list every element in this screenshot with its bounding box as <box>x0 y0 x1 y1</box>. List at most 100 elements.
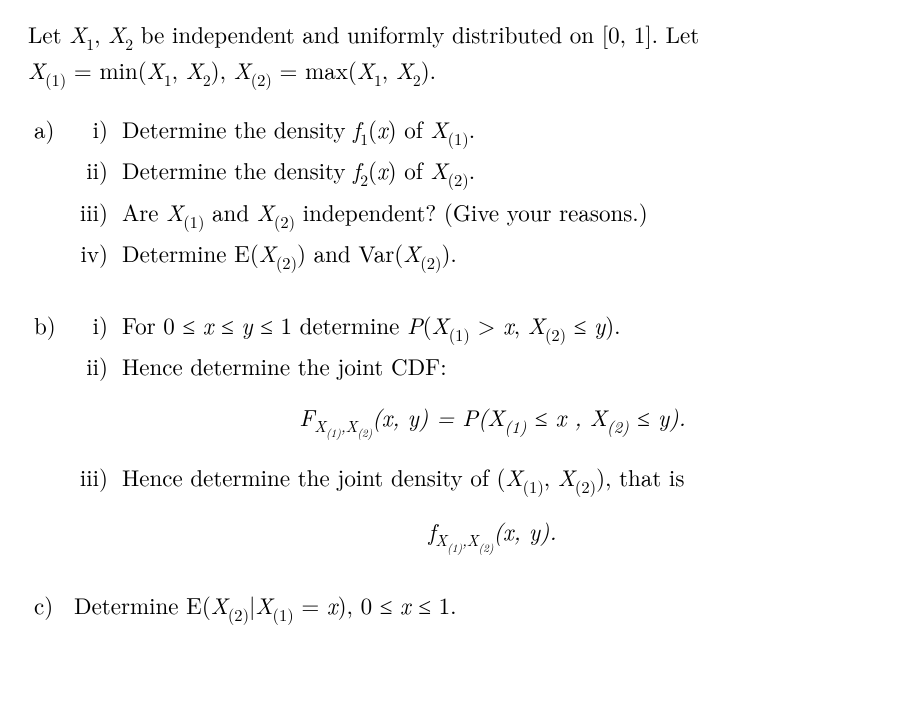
part-a: a) i) Determine the density f1(x) of X(1… <box>28 112 887 274</box>
text: For 0 ≤ <box>122 308 203 341</box>
text: , <box>172 53 186 86</box>
sub: X(1),X(2) <box>436 528 494 551</box>
item-label: ii) <box>74 153 122 188</box>
item-text: Determine the density f2(x) of X(2). <box>122 153 887 190</box>
text: Determine E( <box>74 588 211 621</box>
text: . <box>469 112 475 145</box>
var: X <box>558 460 575 493</box>
sub: 1 <box>360 127 368 150</box>
text: ( <box>478 400 487 433</box>
text: = max( <box>272 53 357 86</box>
text: ≤ <box>629 400 658 433</box>
text: ( <box>423 308 432 341</box>
part-b-item-ii: ii) Hence determine the joint CDF: <box>28 349 887 384</box>
text: ). <box>540 514 556 547</box>
var: y <box>658 400 669 433</box>
text: , <box>382 53 396 86</box>
var: X <box>528 308 545 341</box>
sub: (2) <box>420 250 441 274</box>
var: f <box>428 514 435 547</box>
text: Determine the density <box>122 153 353 186</box>
var: P <box>462 400 478 433</box>
var: X <box>28 53 45 86</box>
item-text: Are X(1) and X(2) independent? (Give you… <box>122 195 887 232</box>
sub: (2) <box>274 209 295 233</box>
text: ( <box>372 400 381 433</box>
sub: (2) <box>228 602 249 626</box>
var: x <box>556 400 567 433</box>
text: and <box>204 195 256 228</box>
text: ≤ 1. <box>411 588 457 621</box>
text: Are <box>122 195 166 228</box>
var: X <box>430 112 447 145</box>
part-b-item-i: b) i) For 0 ≤ x ≤ y ≤ 1 determine P(X(1)… <box>28 308 887 345</box>
var: y <box>408 400 419 433</box>
text: , <box>566 400 590 433</box>
sub: X(1),X(2) <box>314 414 372 437</box>
part-label-b: b) <box>28 308 74 343</box>
text: ), that is <box>596 460 684 493</box>
text: > <box>470 308 503 341</box>
item-label: i) <box>74 308 122 343</box>
text: = <box>294 588 327 621</box>
item-label: ii) <box>74 349 122 384</box>
text: ) and Var( <box>297 236 403 269</box>
var: X <box>432 308 449 341</box>
part-a-item-iii: iii) Are X(1) and X(2) independent? (Giv… <box>28 195 887 232</box>
text: . <box>469 153 475 186</box>
text: ). <box>441 236 456 269</box>
item-text: Determine the density f1(x) of X(1). <box>122 112 887 149</box>
sub: (1) <box>45 67 66 91</box>
text: Hence determine the joint density of ( <box>122 460 506 493</box>
sub: 2 <box>203 68 211 91</box>
item-text: Determine E(X(2)|X(1) = x), 0 ≤ x ≤ 1. <box>74 588 887 625</box>
text: ( <box>368 153 377 186</box>
var: X <box>166 195 183 228</box>
display-density: fX(1),X(2)(x, y). <box>98 514 887 555</box>
var: x <box>503 308 514 341</box>
var: X <box>234 53 251 86</box>
var: X <box>211 588 228 621</box>
var: X <box>590 400 607 433</box>
sub: (1) <box>505 414 527 438</box>
var: X <box>430 153 447 186</box>
var: X <box>255 588 272 621</box>
sub: (2) <box>276 250 297 274</box>
var: y <box>529 514 540 547</box>
var: x <box>503 514 514 547</box>
sub: (1) <box>448 126 469 150</box>
sub: (1) <box>183 209 204 233</box>
item-text: For 0 ≤ x ≤ y ≤ 1 determine P(X(1) > x, … <box>122 308 887 345</box>
text: ≤ 1 determine <box>253 308 408 341</box>
text: , <box>514 308 528 341</box>
var: P <box>407 308 423 341</box>
sub: 1 <box>374 68 382 91</box>
text: , <box>392 400 407 433</box>
text: , <box>514 514 529 547</box>
part-c: c) Determine E(X(2)|X(1) = x), 0 ≤ x ≤ 1… <box>28 588 887 625</box>
item-label: i) <box>74 112 122 147</box>
var: x <box>382 400 393 433</box>
item-label: iv) <box>74 236 122 271</box>
text: ( <box>368 112 377 145</box>
var: X <box>403 236 420 269</box>
text: ) = <box>419 400 463 433</box>
text: ≤ <box>527 400 556 433</box>
sub: 1 <box>164 68 172 91</box>
var-X2: X <box>108 17 125 50</box>
var: y <box>241 308 252 341</box>
var-X1: X <box>69 17 86 50</box>
item-label: iii) <box>74 460 122 495</box>
text: Let <box>28 17 69 50</box>
text: , <box>94 17 108 50</box>
var: x <box>377 112 388 145</box>
part-b-item-iii: iii) Hence determine the joint density o… <box>28 460 887 497</box>
text: Hence determine the joint CDF: <box>122 349 447 382</box>
sub: (2) <box>575 474 596 498</box>
text: ). <box>605 308 620 341</box>
text: independent? (Give your reasons.) <box>295 195 648 228</box>
sub: (2) <box>448 167 469 191</box>
var: X <box>396 53 413 86</box>
var: x <box>327 588 338 621</box>
part-label-c: c) <box>34 588 74 623</box>
